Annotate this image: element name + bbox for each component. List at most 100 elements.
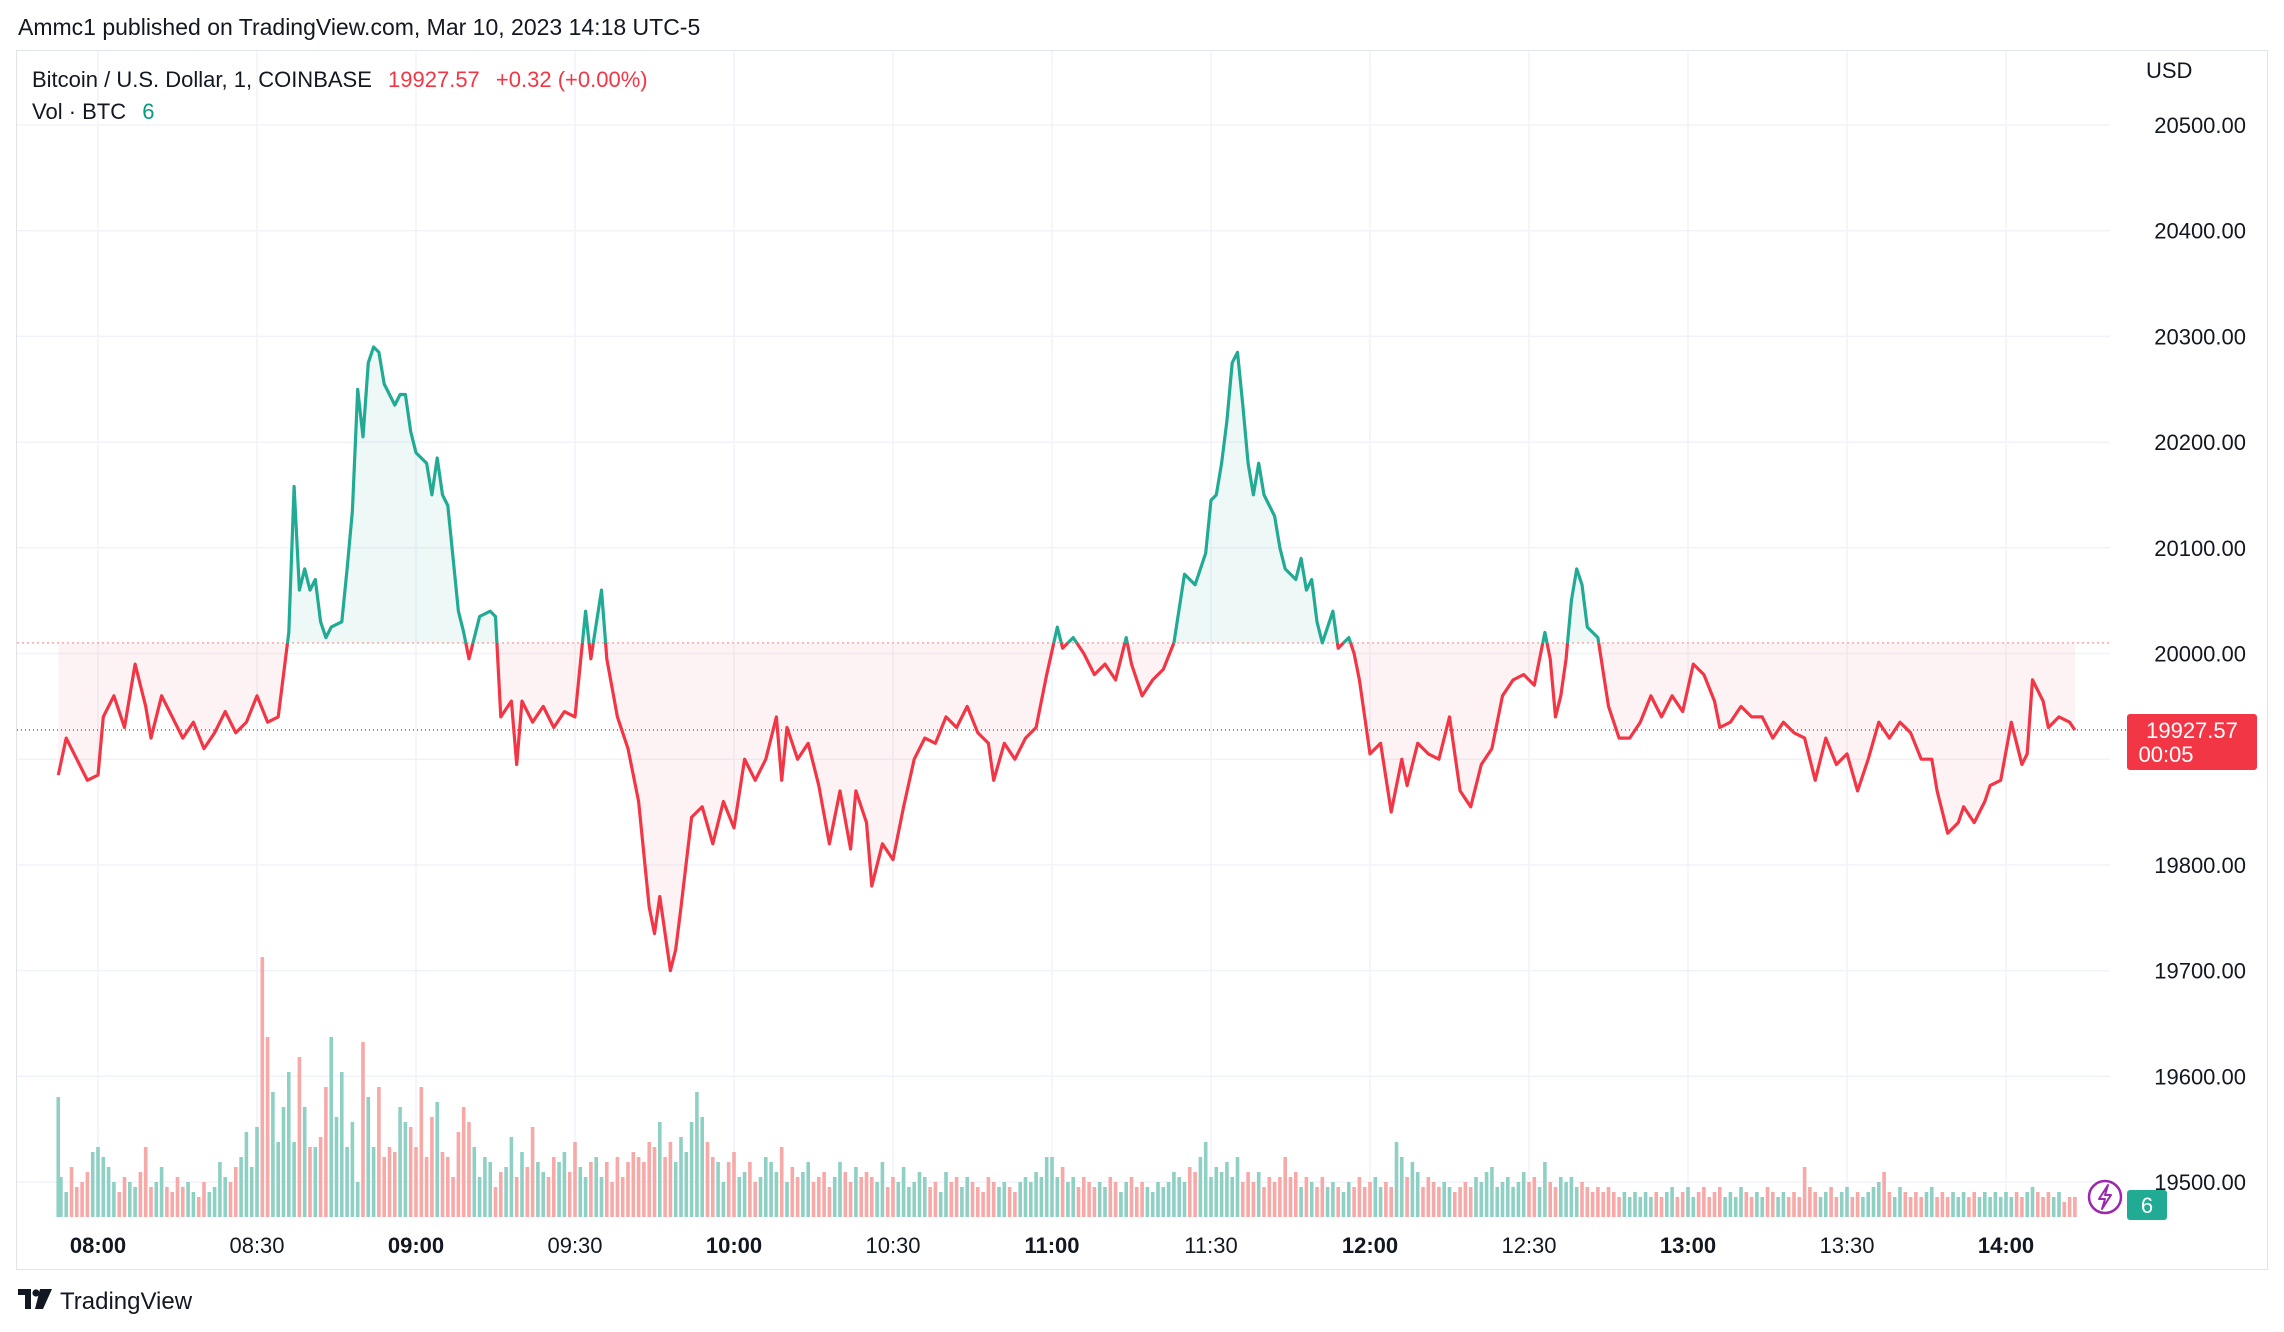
volume-bar <box>371 1147 376 1217</box>
volume-bar <box>1267 1177 1272 1217</box>
volume-label: Vol · BTC <box>32 99 127 124</box>
price-line-up <box>1066 635 1079 645</box>
volume-bar <box>1251 1182 1256 1217</box>
volume-bar <box>1071 1177 1075 1217</box>
price-line-down <box>495 642 584 767</box>
volume-bar <box>128 1182 132 1217</box>
flash-icon[interactable] <box>2087 1179 2123 1215</box>
volume-bar <box>589 1162 593 1217</box>
volume-bar <box>1394 1142 1399 1217</box>
volume-bar <box>1649 1197 1653 1217</box>
volume-bar <box>318 1137 323 1217</box>
volume-bar <box>1468 1187 1473 1217</box>
volume-bar <box>1951 1192 1955 1217</box>
volume-bar <box>424 1157 429 1217</box>
volume-bar <box>1373 1177 1378 1217</box>
volume-bar <box>1839 1192 1844 1217</box>
volume-bar <box>552 1157 556 1217</box>
volume-bar <box>1479 1182 1484 1217</box>
price-lines <box>56 345 2077 973</box>
volume-bar <box>1527 1182 1531 1217</box>
volume-bar <box>795 1177 800 1217</box>
y-tick-label: 19500.00 <box>2154 1170 2246 1195</box>
volume-bar <box>663 1157 667 1217</box>
volume-bar <box>276 1142 280 1217</box>
volume-bar <box>461 1107 466 1217</box>
volume-bar <box>483 1157 487 1217</box>
volume-value: 6 <box>2141 1193 2153 1218</box>
price-line-down <box>1349 642 1545 814</box>
volume-bar <box>271 1092 275 1217</box>
price-line-down <box>1125 642 1176 698</box>
time-axis[interactable]: 08:00 08:30 09:00 09:30 10:00 10:30 11:00 11:30… <box>70 1233 2034 1258</box>
volume-bar <box>848 1182 853 1217</box>
brand-footer[interactable]: TradingView <box>18 1286 192 1318</box>
volume-bar <box>2025 1192 2029 1217</box>
volume-bar <box>1007 1187 1012 1217</box>
volume-bar <box>965 1177 969 1217</box>
volume-bar <box>1707 1197 1711 1217</box>
volume-bar <box>456 1132 461 1217</box>
volume-bar <box>546 1177 551 1217</box>
volume-bar <box>573 1142 577 1217</box>
volume-bar <box>642 1162 646 1217</box>
volume-bar <box>1108 1177 1113 1217</box>
volume-bar <box>986 1177 991 1217</box>
x-tick-label: 14:00 <box>1978 1233 2034 1258</box>
volume-bar <box>1564 1182 1568 1217</box>
volume-bar <box>1325 1187 1330 1217</box>
volume-bar <box>1050 1157 1054 1217</box>
volume-bar <box>599 1177 604 1217</box>
price-line-up <box>1342 635 1353 645</box>
x-tick-label: 09:00 <box>388 1233 444 1258</box>
volume-bar <box>1347 1182 1351 1217</box>
volume-bar <box>652 1147 657 1217</box>
volume-bar <box>843 1172 848 1217</box>
volume-bar <box>398 1107 402 1217</box>
symbol-legend-row[interactable]: Bitcoin / U.S. Dollar, 1, COINBASE 19927… <box>32 64 648 96</box>
volume-bar <box>196 1197 201 1217</box>
volume-legend-row[interactable]: Vol · BTC 6 <box>32 96 648 128</box>
volume-bar <box>1336 1187 1340 1217</box>
volume-bar <box>345 1147 349 1217</box>
volume-bar <box>313 1147 318 1217</box>
volume-bar <box>2004 1192 2008 1217</box>
y-tick-label: 19700.00 <box>2154 959 2246 984</box>
price-line-down <box>56 642 290 782</box>
volume-bar <box>806 1162 810 1217</box>
volume-bar <box>2014 1192 2019 1217</box>
volume-bar <box>1092 1187 1097 1217</box>
volume-bar <box>907 1187 911 1217</box>
volume-bar <box>1919 1197 1923 1217</box>
volume-bar <box>1484 1172 1489 1217</box>
volume-bar <box>1219 1172 1224 1217</box>
volume-bar <box>620 1177 625 1217</box>
volume-bar <box>1458 1187 1462 1217</box>
volume-bar <box>1198 1157 1203 1217</box>
volume-bar <box>329 1037 333 1217</box>
volume-bar <box>1638 1197 1643 1217</box>
chart-legend[interactable]: Bitcoin / U.S. Dollar, 1, COINBASE 19927… <box>32 64 648 128</box>
volume-bar <box>1797 1197 1802 1217</box>
volume-bar <box>1935 1197 1939 1217</box>
volume-bar <box>1871 1187 1876 1217</box>
volume-bar <box>901 1167 906 1217</box>
price-line-down <box>1545 642 1570 719</box>
volume-bar <box>1521 1172 1526 1217</box>
volume-bar <box>610 1182 614 1217</box>
volume-bar <box>1665 1192 1669 1217</box>
volume-bar <box>117 1192 121 1217</box>
volume-bar <box>1495 1187 1499 1217</box>
volume-bar <box>181 1187 185 1217</box>
volume-bar <box>689 1122 694 1217</box>
volume-bar <box>64 1192 68 1217</box>
volume-bar <box>647 1142 651 1217</box>
price-axis[interactable]: 20500.00 20400.00 20300.00 20200.00 20100.00… <box>2154 113 2246 1195</box>
volume-bar <box>716 1162 720 1217</box>
volume-bar <box>1739 1187 1743 1217</box>
volume-badge: 6 <box>2127 1190 2167 1220</box>
volume-bar <box>774 1172 779 1217</box>
volume-bar <box>1044 1157 1049 1217</box>
volume-bar <box>112 1182 116 1217</box>
